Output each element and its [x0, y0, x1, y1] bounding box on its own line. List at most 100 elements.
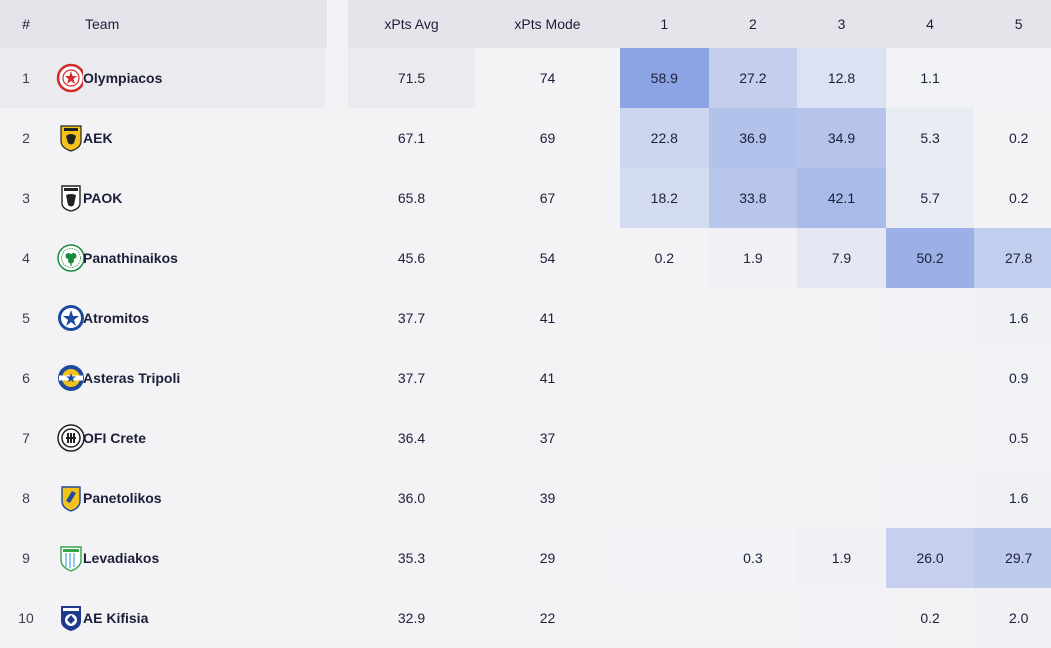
position-2-probability	[709, 588, 798, 648]
position-1-probability: 58.9	[620, 48, 709, 108]
position-3-probability	[797, 588, 886, 648]
position-5-probability: 1.6	[974, 288, 1051, 348]
team-name[interactable]: Atromitos	[83, 310, 150, 326]
position-1-probability	[620, 288, 709, 348]
xpts-avg-cell: 36.0	[397, 490, 426, 506]
team-logo-cell	[52, 528, 106, 588]
table-row[interactable]: 5 Atromitos 37.7 41 1.6	[0, 288, 1051, 348]
rank-cell: 2	[22, 130, 30, 146]
team-name[interactable]: Olympiacos	[83, 48, 325, 108]
rank-cell: 7	[22, 430, 30, 446]
position-2-probability: 33.8	[708, 168, 798, 228]
rank-cell: 4	[22, 250, 30, 266]
xpts-mode-cell: 67	[539, 190, 556, 206]
position-3-probability	[797, 408, 886, 468]
xpts-mode-cell: 39	[539, 490, 556, 506]
header-position-2[interactable]: 2	[748, 16, 757, 32]
rank-cell: 1	[0, 48, 52, 108]
paok-crest-icon	[56, 183, 86, 213]
atromitos-crest-icon	[56, 303, 86, 333]
position-1-probability	[620, 348, 709, 408]
xpts-avg-cell: 45.6	[397, 250, 426, 266]
panathinaikos-crest-icon	[56, 243, 86, 273]
header-position-3[interactable]: 3	[837, 16, 846, 32]
levadiakos-crest-icon	[56, 543, 86, 573]
position-4-probability	[885, 288, 975, 348]
position-2-probability: 1.9	[708, 228, 798, 288]
team-name[interactable]: Levadiakos	[83, 550, 160, 566]
header-team[interactable]: Team	[85, 16, 120, 32]
position-5-probability: 0.2	[974, 108, 1051, 168]
position-3-probability: 42.1	[797, 168, 886, 228]
rank-cell: 8	[22, 490, 30, 506]
rank-cell: 6	[22, 370, 30, 386]
xpts-mode-cell: 69	[539, 130, 556, 146]
xpts-mode-cell: 37	[539, 430, 556, 446]
xpts-avg-cell: 37.7	[397, 370, 426, 386]
table-row[interactable]: 2 AEK 67.1 69 22.8 36.9 34.9 5.3 0.2	[0, 108, 1051, 168]
xpts-avg-cell: 35.3	[397, 550, 426, 566]
position-3-probability: 1.9	[797, 528, 886, 588]
rank-cell: 9	[22, 550, 30, 566]
header-position-5[interactable]: 5	[1014, 16, 1023, 32]
team-logo-cell	[52, 348, 106, 408]
position-4-probability: 26.0	[885, 528, 975, 588]
kifisia-crest-icon	[56, 603, 86, 633]
header-position-1[interactable]: 1	[660, 16, 669, 32]
team-name[interactable]: AEK	[83, 130, 113, 146]
position-2-probability	[709, 288, 798, 348]
position-5-probability: 0.2	[974, 168, 1051, 228]
position-1-probability: 22.8	[620, 108, 709, 168]
position-4-probability	[885, 468, 975, 528]
position-2-probability: 27.2	[708, 48, 798, 108]
ofi-crest-icon	[56, 423, 86, 453]
xpts-mode-cell: 29	[539, 550, 556, 566]
team-name[interactable]: OFI Crete	[83, 430, 147, 446]
xpts-mode-cell: 41	[539, 310, 556, 326]
team-name[interactable]: Asteras Tripoli	[83, 370, 181, 386]
position-4-probability: 50.2	[885, 228, 975, 288]
header-position-4[interactable]: 4	[926, 16, 934, 32]
position-3-probability: 12.8	[797, 48, 886, 108]
position-5-probability: 27.8	[974, 228, 1051, 288]
xpts-mode-cell: 22	[539, 610, 556, 626]
position-3-probability	[797, 288, 886, 348]
position-5-probability: 29.7	[974, 528, 1051, 588]
table-body: 1 Olympiacos 71.5 74 58.9 27.2 12.8 1.1 2 AEK 67.1…	[0, 48, 1051, 648]
aek-crest-icon	[56, 123, 86, 153]
table-row[interactable]: 6 Asteras Tripoli 37.7 41 0.9	[0, 348, 1051, 408]
position-3-probability	[797, 348, 886, 408]
table-header-row: # Team xPts Avg xPts Mode 1 2 3 4 5	[0, 0, 1051, 48]
team-logo-cell	[52, 408, 106, 468]
table-row[interactable]: 9 Levadiakos 35.3 29 0.3 1.9 26.0 29.7	[0, 528, 1051, 588]
position-5-probability: 0.5	[974, 408, 1051, 468]
position-5-probability: 1.6	[974, 468, 1051, 528]
table-row[interactable]: 4 Panathinaikos 45.6 54 0.2 1.9 7.9 50.2 27.8	[0, 228, 1051, 288]
table-row[interactable]: 10 AE Kifisia 32.9 22 0.2 2.0	[0, 588, 1051, 648]
team-logo-cell	[52, 288, 106, 348]
team-logo-cell	[52, 168, 106, 228]
position-2-probability	[709, 408, 798, 468]
team-name[interactable]: PAOK	[83, 190, 123, 206]
position-4-probability: 0.2	[885, 588, 975, 648]
position-2-probability: 0.3	[708, 528, 798, 588]
position-5-probability: 0.9	[974, 348, 1051, 408]
table-row[interactable]: 8 Panetolikos 36.0 39 1.6	[0, 468, 1051, 528]
team-name[interactable]: Panetolikos	[83, 490, 162, 506]
table-row[interactable]: 7 OFI Crete 36.4 37 0.5	[0, 408, 1051, 468]
team-name[interactable]: Panathinaikos	[83, 250, 178, 266]
team-logo-cell	[52, 108, 106, 168]
xpts-mode-cell: 41	[539, 370, 556, 386]
team-logo-cell	[52, 468, 106, 528]
team-name[interactable]: AE Kifisia	[83, 610, 149, 626]
table-row[interactable]: 3 PAOK 65.8 67 18.2 33.8 42.1 5.7 0.2	[0, 168, 1051, 228]
xpts-mode-cell: 54	[539, 250, 556, 266]
table-row[interactable]: 1 Olympiacos 71.5 74 58.9 27.2 12.8 1.1	[0, 48, 1051, 108]
header-xpts-mode[interactable]: xPts Mode	[514, 16, 581, 32]
position-3-probability: 34.9	[797, 108, 886, 168]
position-4-probability: 5.7	[885, 168, 975, 228]
xpts-avg-cell: 37.7	[397, 310, 426, 326]
header-xpts-avg[interactable]: xPts Avg	[384, 16, 439, 32]
header-rank[interactable]: #	[22, 16, 30, 32]
position-5-probability: 2.0	[974, 588, 1051, 648]
